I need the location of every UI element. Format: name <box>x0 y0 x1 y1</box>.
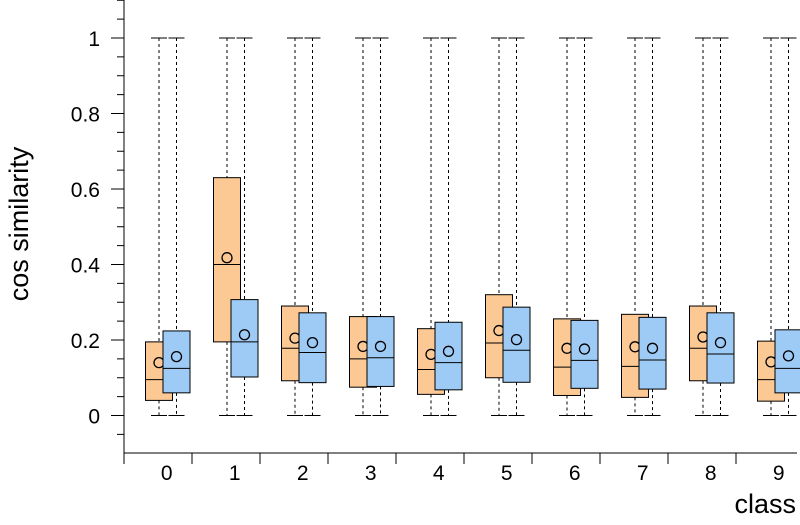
x-axis-label: class <box>734 489 796 519</box>
x-tick-label: 8 <box>705 462 717 485</box>
box-mean-marker <box>442 345 455 357</box>
y-tick-label: 0.6 <box>71 179 100 202</box>
box-mean-marker <box>374 340 387 353</box>
box-mean-marker <box>782 350 795 362</box>
x-tick-label: 1 <box>229 462 241 485</box>
box-body <box>230 299 259 378</box>
box-mean-marker <box>714 336 727 349</box>
x-tick-label: 6 <box>569 462 581 485</box>
y-tick-label: 0.4 <box>71 255 101 278</box>
box-mean-marker <box>510 333 523 346</box>
y-tick-label: 0.2 <box>71 330 100 353</box>
plot-area: 0 0.2 0.4 0.6 0.8 1 0 1 2 3 4 5 6 7 8 9 <box>71 0 800 485</box>
x-tick-label: 5 <box>501 462 513 485</box>
box-mean-marker <box>306 336 319 349</box>
box-body <box>162 330 191 394</box>
y-axis-label: cos similarity <box>4 146 34 301</box>
y-tick-label: 1 <box>88 28 100 51</box>
x-tick-label: 2 <box>297 462 309 485</box>
x-tick-label: 3 <box>365 462 377 485</box>
box-body <box>366 316 395 387</box>
box-mean-marker <box>646 342 659 354</box>
box-mean-marker <box>238 329 251 341</box>
x-tick-label: 0 <box>161 462 173 485</box>
x-tick-label: 4 <box>433 462 445 485</box>
x-tick-label: 9 <box>773 462 785 485</box>
y-tick-label: 0 <box>88 406 100 429</box>
box-mean-marker <box>170 350 183 363</box>
box-mean-marker <box>578 343 591 355</box>
y-tick-label: 0.8 <box>71 104 100 127</box>
x-tick-label: 7 <box>637 462 649 485</box>
box-mean-marker <box>221 252 233 264</box>
